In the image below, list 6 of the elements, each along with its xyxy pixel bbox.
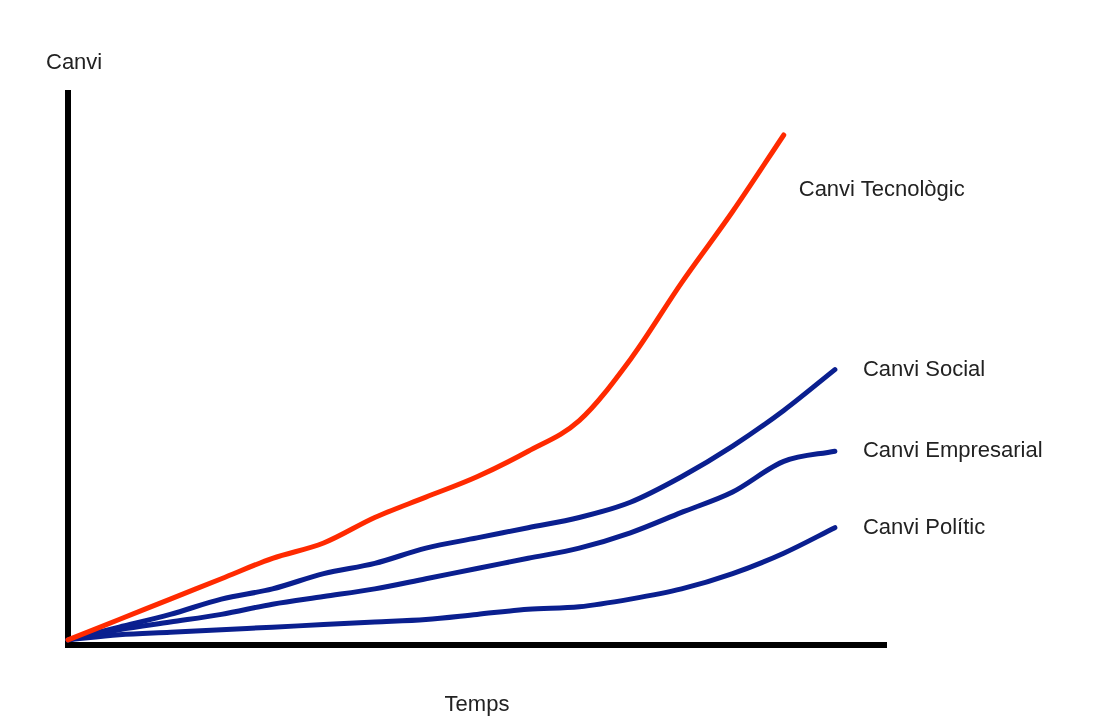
y-axis-title: Canvi — [46, 49, 103, 75]
series-label: Canvi Empresarial — [862, 437, 1043, 463]
x-axis-title: Temps — [444, 691, 510, 717]
series-label: Canvi Social — [862, 355, 986, 381]
series-label: Canvi Polític — [862, 513, 986, 539]
series-label: Canvi Tecnològic — [798, 176, 965, 202]
